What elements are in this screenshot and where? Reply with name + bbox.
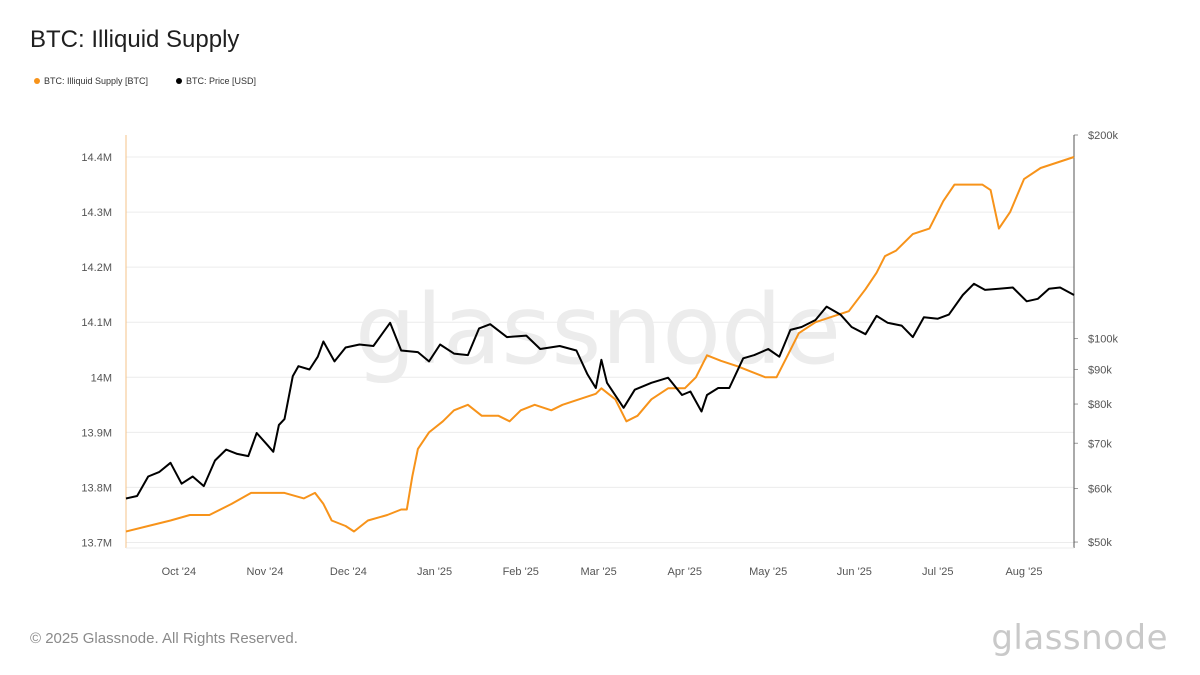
y-left-tick-label: 13.7M [81,537,112,549]
gridlines [126,156,1074,543]
copyright-footer: © 2025 Glassnode. All Rights Reserved. [30,630,298,647]
axes: 13.7M 13.8M 13.9M 14M 14.1M 14.2M 14.3M 14.4M $5… [81,130,1118,578]
x-tick-label: Jan '25 [417,566,452,578]
chart-title: BTC: Illiquid Supply [30,26,240,53]
legend-label-price: BTC: Price [USD] [186,76,257,86]
y-right-tick-label: $100k [1088,334,1118,346]
x-tick-label: Dec '24 [330,566,367,578]
y-left-tick-label: 14.3M [81,207,112,219]
series-line-illiquid-supply[interactable] [125,156,1075,533]
y-right-tick-label: $60k [1088,484,1112,496]
y-right-tick-label: $80k [1088,399,1112,411]
y-right-tick-label: $90k [1088,364,1112,376]
x-tick-label: Jun '25 [837,566,872,578]
x-tick-label: Nov '24 [247,566,284,578]
y-right-tick-label: $200k [1088,130,1118,142]
series-lines [125,156,1075,533]
y-left-tick-label: 14.1M [81,317,112,329]
x-tick-label: Jul '25 [922,566,953,578]
y-left-tick-label: 14.4M [81,152,112,164]
series-line-price[interactable] [125,282,1075,500]
legend-label-supply: BTC: Illiquid Supply [BTC] [44,76,149,86]
x-tick-label: Oct '24 [162,566,197,578]
y-right-tick-label: $50k [1088,537,1112,549]
y-right-tick-label: $70k [1088,438,1112,450]
x-tick-label: May '25 [749,566,787,578]
y-left-tick-label: 14M [91,372,112,384]
legend-dot-supply [34,78,40,84]
glassnode-logo: glassnode [991,618,1168,658]
chart-legend: BTC: Illiquid Supply [BTC] BTC: Price [U… [34,76,256,86]
x-tick-label: Aug '25 [1005,566,1042,578]
x-tick-label: Mar '25 [580,566,616,578]
y-left-tick-label: 13.8M [81,482,112,494]
y-left-tick-label: 13.9M [81,427,112,439]
legend-item-supply[interactable]: BTC: Illiquid Supply [BTC] [34,76,148,86]
legend-dot-price [176,78,183,84]
chart-watermark: glassnode [355,274,841,386]
legend-item-price[interactable]: BTC: Price [USD] [176,76,256,86]
x-tick-label: Apr '25 [668,566,703,578]
y-left-tick-label: 14.2M [81,262,112,274]
x-tick-label: Feb '25 [503,566,539,578]
